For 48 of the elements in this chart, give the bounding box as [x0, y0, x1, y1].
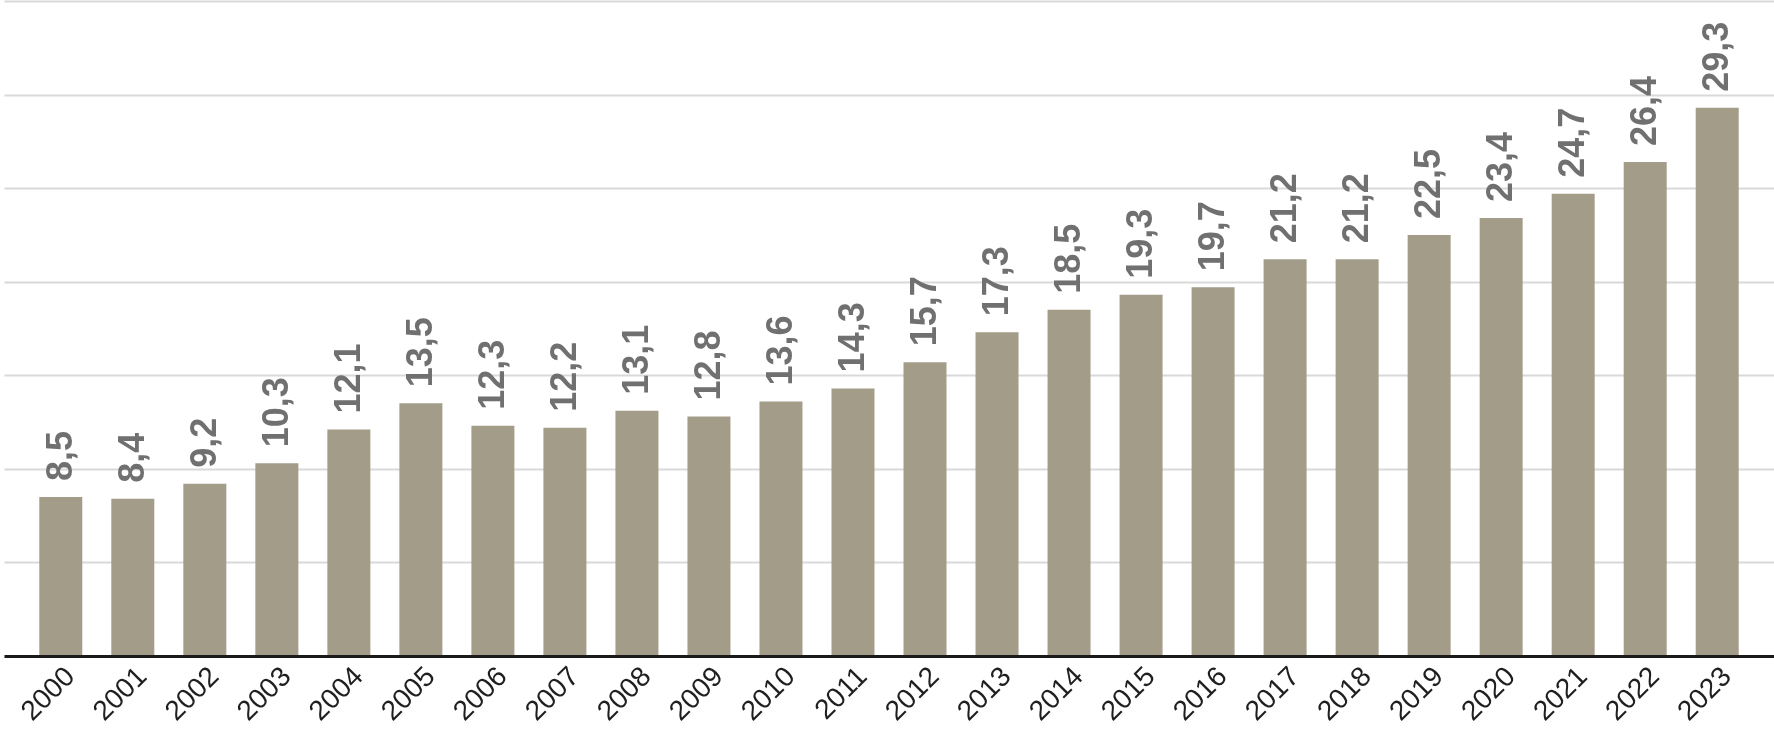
bar — [1119, 294, 1163, 656]
bar — [1551, 193, 1595, 656]
data-label: 12,8 — [686, 330, 728, 401]
bar — [903, 362, 947, 656]
data-label: 13,6 — [758, 315, 800, 386]
data-label: 12,3 — [470, 339, 512, 410]
bar — [975, 332, 1019, 656]
data-label: 21,2 — [1335, 173, 1377, 244]
data-label: 14,3 — [830, 302, 872, 373]
bar — [183, 483, 227, 656]
bar — [759, 401, 803, 656]
data-label: 13,1 — [614, 324, 656, 395]
bar — [687, 416, 731, 656]
data-label: 23,4 — [1479, 132, 1521, 203]
bar — [615, 410, 659, 656]
data-label: 8,4 — [110, 432, 152, 483]
data-label: 10,3 — [254, 377, 296, 448]
data-label: 21,2 — [1263, 173, 1305, 244]
bar — [471, 425, 515, 656]
data-label: 24,7 — [1551, 107, 1593, 178]
bar — [543, 427, 587, 656]
bar — [1047, 309, 1091, 656]
bar — [1335, 259, 1379, 656]
bar — [39, 496, 83, 656]
bar — [1263, 259, 1307, 656]
data-label: 15,7 — [903, 276, 945, 347]
bar — [327, 429, 371, 656]
data-label: 19,3 — [1119, 208, 1161, 279]
bar — [1407, 234, 1451, 656]
data-label: 18,5 — [1047, 223, 1089, 294]
bar — [1191, 287, 1235, 656]
data-label: 17,3 — [975, 246, 1017, 317]
data-label: 29,3 — [1695, 21, 1737, 92]
bar — [1623, 161, 1667, 656]
bar — [831, 388, 875, 656]
data-label: 9,2 — [182, 417, 224, 468]
bar — [399, 403, 443, 656]
data-label: 12,1 — [326, 343, 368, 414]
data-label: 12,2 — [542, 341, 584, 412]
bar — [1479, 218, 1523, 656]
data-label: 22,5 — [1407, 148, 1449, 219]
bar — [1695, 107, 1739, 656]
data-label: 8,5 — [38, 430, 80, 481]
data-label: 26,4 — [1623, 75, 1665, 146]
data-label: 19,7 — [1191, 201, 1233, 272]
bar — [255, 463, 299, 656]
bar — [111, 498, 155, 656]
data-label: 13,5 — [398, 317, 440, 388]
